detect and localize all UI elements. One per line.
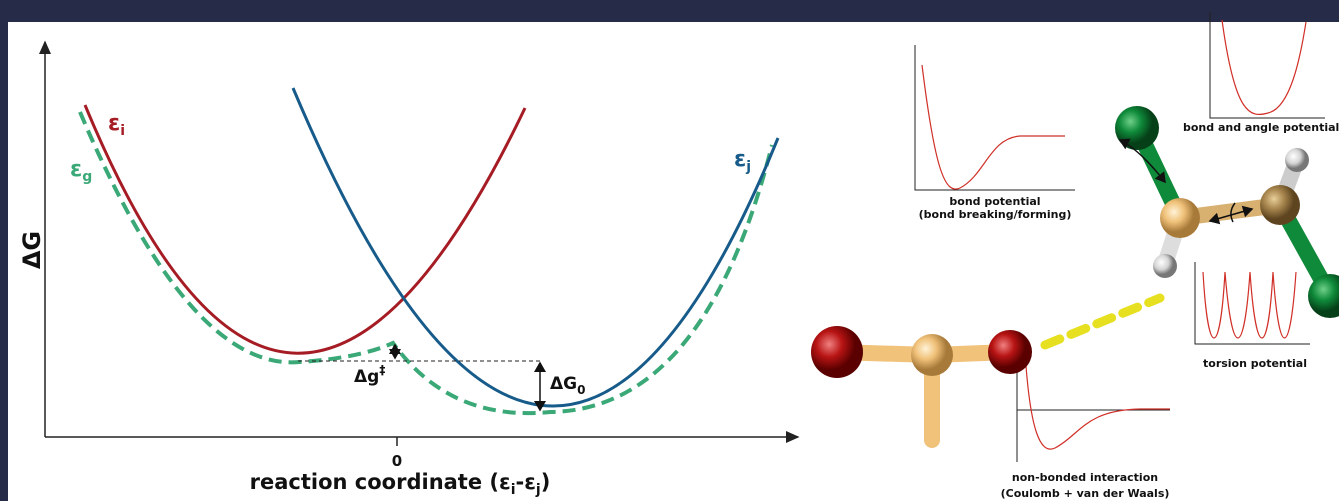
x-tick-label: 0 (392, 452, 402, 470)
angle-potential-label: bond and angle potential (1183, 121, 1339, 134)
nonbonded-label: non-bonded interaction (1012, 471, 1158, 484)
x-axis-label: reaction coordinate (εi-εj) (250, 470, 551, 498)
y-axis-label: ΔG (18, 231, 46, 269)
panel (8, 22, 1339, 501)
torsion-potential-label: torsion potential (1203, 357, 1307, 370)
bond-potential-label: bond potential (949, 195, 1040, 208)
nonbonded-note: (Coulomb + van der Waals) (1001, 487, 1170, 500)
bond-potential-note: (bond breaking/forming) (919, 208, 1072, 221)
figure: ΔG εi εg εj Δg‡ ΔG0 0 reaction coordinat… (0, 0, 1339, 501)
